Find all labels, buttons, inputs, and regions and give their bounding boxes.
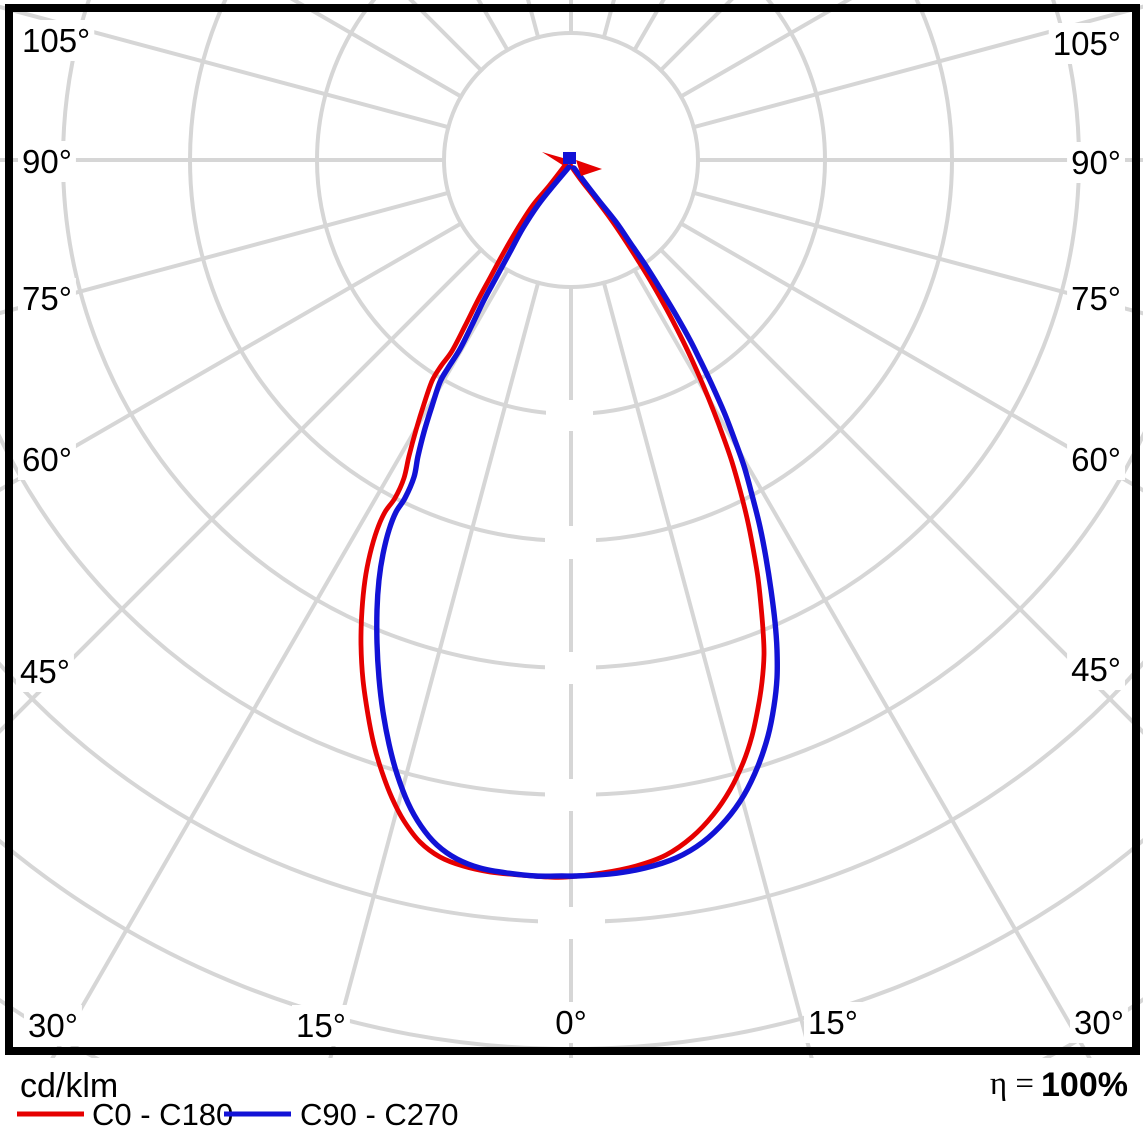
- plot-frame: [5, 4, 1140, 1055]
- angle-label: 90°: [1071, 144, 1121, 181]
- center-marks: [542, 152, 602, 176]
- radial-unit-label: cd/klm: [20, 1067, 118, 1105]
- ring-value-mask: [545, 526, 596, 559]
- angle-label: 30°: [28, 1007, 78, 1044]
- efficiency-eta-label: η =: [990, 1066, 1034, 1102]
- grid-spoke: [0, 4, 451, 130]
- legend: cd/klm C0 - C180 C90 - C270 η = 100%: [17, 1066, 1128, 1132]
- grid-spoke: [691, 4, 1143, 130]
- angle-label: 75°: [1071, 280, 1121, 317]
- angle-label-backing: [804, 1002, 862, 1043]
- legend-blue-label: C90 - C270: [300, 1097, 459, 1132]
- angle-label-backing: [1067, 278, 1125, 319]
- grid-spoke: [328, 280, 541, 1058]
- angle-label: 30°: [1074, 1004, 1124, 1041]
- grid-spoke: [657, 246, 1143, 735]
- angle-label-backing: [1067, 439, 1125, 480]
- angle-label: 75°: [22, 280, 72, 317]
- angle-label-backing: [18, 20, 95, 61]
- angle-label: 90°: [22, 143, 72, 180]
- angle-label: 105°: [1053, 25, 1121, 62]
- blue-origin-square: [563, 152, 576, 164]
- red-origin-flag: [576, 160, 602, 176]
- angle-label-backing: [18, 278, 76, 319]
- angle-label-backing: [16, 651, 74, 692]
- angle-label-backing: [1067, 142, 1125, 183]
- angle-label: 105°: [22, 22, 90, 59]
- curve-c90-c270: [374, 164, 780, 879]
- angle-label-backing: [551, 1002, 591, 1043]
- grid-spoke: [631, 267, 1092, 1058]
- angle-label: 45°: [1071, 651, 1121, 688]
- angle-label: 15°: [296, 1007, 346, 1044]
- efficiency-value: 100%: [1041, 1066, 1128, 1104]
- angle-label-backing: [1067, 649, 1125, 690]
- angle-label-backing: [24, 1005, 82, 1046]
- angle-label: 45°: [20, 653, 70, 690]
- grid-spoke: [0, 246, 485, 734]
- legend-red-label: C0 - C180: [92, 1097, 233, 1132]
- angle-label-backing: [1048, 23, 1125, 64]
- angle-label-backing: [18, 141, 76, 182]
- angle-label: 0°: [555, 1004, 587, 1041]
- ring-value-mask: [545, 779, 596, 811]
- angle-label-backing: [292, 1005, 350, 1046]
- angle-label-backing: [18, 439, 76, 480]
- angle-label: 60°: [1071, 441, 1121, 478]
- angle-label: 15°: [808, 1004, 858, 1041]
- grid-spoke: [0, 220, 464, 492]
- angle-label: 60°: [22, 441, 72, 478]
- ring-value-masks: [538, 400, 605, 939]
- grid-spoke: [0, 190, 451, 316]
- grid-spoke: [678, 220, 1143, 493]
- ring-value-mask: [546, 400, 593, 431]
- angle-labels: 105° 90° 75° 60° 45° 30° 15° 0° 15° 30° 105° 90° 75°…: [16, 20, 1128, 1046]
- grid-spoke: [691, 190, 1143, 316]
- ring-value-mask: [545, 652, 596, 684]
- angle-label-backing: [1070, 1002, 1128, 1043]
- intensity-curves: [358, 161, 780, 880]
- ring-value-mask: [538, 907, 605, 939]
